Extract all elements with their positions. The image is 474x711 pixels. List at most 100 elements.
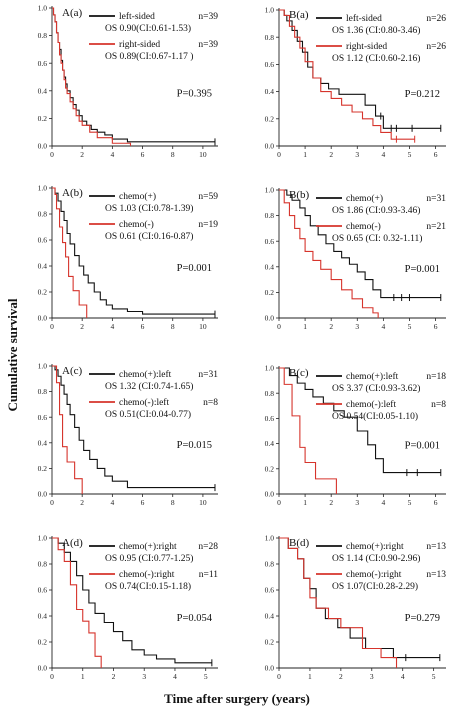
x-tick-label: 0 — [277, 498, 281, 507]
legend-os: OS 0.65 (CI: 0.32-1.11) — [332, 233, 422, 244]
x-tick-label: 4 — [382, 498, 386, 507]
x-axis-label: Time after surgery (years) — [164, 691, 310, 706]
survival-curve-red — [279, 537, 398, 668]
x-tick-label: 5 — [408, 150, 412, 159]
y-tick-label: 1.0 — [265, 6, 275, 15]
x-tick-label: 6 — [141, 498, 145, 507]
x-tick-label: 3 — [142, 672, 146, 681]
legend-n: n=21 — [426, 222, 446, 232]
y-tick-label: 0.0 — [265, 314, 275, 323]
legend-n: n=31 — [198, 370, 218, 380]
y-tick-label: 1.0 — [38, 184, 48, 193]
legend-label: chemo(+):right — [346, 541, 404, 552]
y-tick-label: 1.0 — [265, 186, 275, 195]
p-value: P=0.054 — [177, 613, 213, 624]
panel-label: B(c) — [289, 367, 309, 379]
legend-n: n=59 — [198, 192, 218, 202]
x-tick-label: 1 — [303, 322, 307, 331]
x-tick-label: 2 — [112, 672, 116, 681]
legend-os: OS 3.37 (CI:0.93-3.62) — [332, 383, 420, 394]
chart-panel-8: 0.0 0.2 0.4 0.6 0.8 1.0 0 1 2 3 4 5 B(d) chemo(+):rig… — [265, 534, 447, 681]
x-tick-label: 0 — [50, 498, 54, 507]
survival-curve-black — [52, 537, 212, 664]
legend-n: n=28 — [198, 542, 218, 552]
legend-os: OS 1.14 (CI:0.90-2.96) — [332, 553, 420, 564]
legend-label: left-sided — [346, 13, 382, 24]
x-tick-label: 6 — [434, 322, 438, 331]
survival-curve-black — [52, 365, 215, 489]
legend-os: OS 0.74(CI:0.15-1.18) — [105, 581, 191, 592]
x-tick-label: 6 — [141, 322, 145, 331]
y-tick-label: 0.2 — [265, 464, 275, 473]
x-tick-label: 6 — [434, 498, 438, 507]
y-tick-label: 0.2 — [38, 464, 48, 473]
y-tick-label: 0.6 — [38, 59, 48, 68]
y-tick-label: 0.0 — [38, 664, 48, 673]
y-tick-label: 1.0 — [265, 364, 275, 373]
legend-label: chemo(+):left — [119, 369, 172, 380]
x-tick-label: 0 — [277, 672, 281, 681]
x-tick-label: 0 — [277, 322, 281, 331]
panel-label: B(d) — [289, 537, 310, 549]
x-tick-label: 0 — [277, 150, 281, 159]
y-tick-label: 0.2 — [265, 288, 275, 297]
y-axis-label: Cumulative survival — [5, 298, 20, 411]
survival-curve-red — [52, 187, 88, 318]
y-tick-label: 0.2 — [38, 638, 48, 647]
y-tick-label: 0.8 — [38, 560, 48, 569]
y-tick-label: 0.2 — [38, 288, 48, 297]
panel-label: A(c) — [62, 365, 82, 377]
x-tick-label: 5 — [204, 672, 208, 681]
legend-os: OS 0.90(CI:0.61-1.53) — [105, 23, 191, 34]
x-tick-label: 0 — [50, 150, 54, 159]
x-tick-label: 10 — [199, 150, 207, 159]
panel-label: A(a) — [62, 7, 82, 19]
y-tick-label: 0.4 — [38, 612, 48, 621]
y-tick-label: 0.0 — [265, 142, 275, 151]
x-tick-label: 6 — [141, 150, 145, 159]
survival-curve-red — [279, 9, 415, 140]
y-tick-label: 0.8 — [265, 389, 275, 398]
y-tick-label: 1.0 — [38, 362, 48, 371]
y-tick-label: 0.8 — [38, 31, 48, 40]
chart-panel-1: 0.0 0.2 0.4 0.6 0.8 1.0 0 2 4 6 8 10 A(a) left-sided n… — [38, 4, 219, 159]
x-tick-label: 2 — [80, 322, 84, 331]
y-tick-label: 0.6 — [265, 414, 275, 423]
survival-curve-red — [52, 7, 132, 146]
legend-n: n=39 — [198, 12, 218, 22]
y-tick-label: 0.0 — [38, 490, 48, 499]
y-tick-label: 0.6 — [38, 413, 48, 422]
y-tick-label: 0.6 — [38, 586, 48, 595]
x-tick-label: 4 — [173, 672, 177, 681]
survival-curve-black — [52, 187, 215, 315]
legend-n: n=8 — [203, 398, 218, 408]
y-tick-label: 0.4 — [38, 86, 48, 95]
legend-label: chemo(-) — [346, 221, 381, 232]
panels-group: 0.00.20.40.60.81.00 2 4 6 8 10A(a) left-sided n… — [38, 4, 447, 681]
y-tick-label: 0.4 — [38, 262, 48, 271]
legend-os: OS 1.07(CI:0.28-2.29) — [332, 581, 418, 592]
panel-label: A(d) — [62, 537, 83, 549]
x-tick-label: 8 — [171, 498, 175, 507]
chart-panel-4: 0.0 0.2 0.4 0.6 0.8 1.0 0 1 2 3 4 5 6 B(b) chemo(+) n=3… — [265, 186, 447, 331]
x-tick-label: 5 — [408, 498, 412, 507]
y-tick-label: 0.6 — [38, 236, 48, 245]
legend-label: right-sided — [119, 40, 160, 50]
y-tick-label: 1.0 — [38, 4, 48, 13]
x-tick-label: 2 — [329, 322, 333, 331]
x-tick-label: 3 — [355, 498, 359, 507]
x-tick-label: 2 — [329, 150, 333, 159]
legend-n: n=8 — [431, 400, 446, 410]
legend-n: n=26 — [426, 42, 446, 52]
y-tick-label: 0.4 — [38, 438, 48, 447]
x-tick-label: 4 — [401, 672, 405, 681]
legend-n: n=31 — [426, 194, 446, 204]
legend-os: OS 0.51(CI:0.04-0.77) — [105, 409, 191, 420]
survival-curve-red — [279, 367, 337, 494]
legend-os: OS 1.32 (CI:0.74-1.65) — [105, 381, 193, 392]
legend-os: OS 1.12 (CI:0.60-2.16) — [332, 53, 420, 64]
survival-curve-black — [279, 367, 441, 474]
y-tick-label: 0.0 — [265, 664, 275, 673]
legend-n: n=26 — [426, 14, 446, 24]
